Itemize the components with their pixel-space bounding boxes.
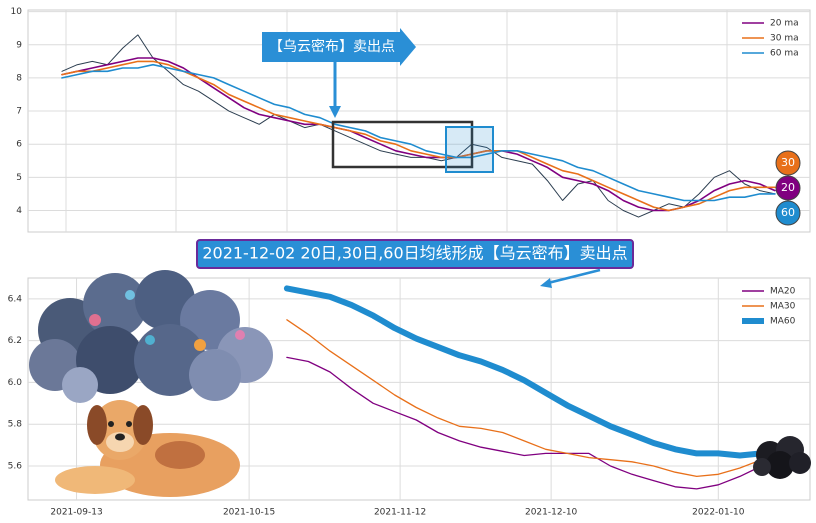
badge-label: 30 [781, 156, 795, 169]
annotation: 【乌云密布】卖出点 [269, 38, 395, 55]
ma-line [61, 57, 776, 212]
x-tick-label: 2021-12-10 [525, 508, 578, 518]
badge-label: 60 [781, 206, 795, 219]
y-tick-label: 4 [16, 206, 22, 216]
legend-label: MA60 [770, 317, 796, 327]
badge [775, 200, 801, 226]
banner [196, 239, 634, 269]
y-tick-label: 7 [16, 107, 22, 117]
cloud-illustration [29, 270, 273, 403]
dark-cloud [753, 436, 811, 479]
x-tick-label: 2021-09-13 [50, 508, 102, 518]
y-tick-label: 8 [16, 73, 22, 83]
x-tick-label: 2021-11-12 [374, 508, 426, 518]
legend-label: 20 ma [770, 19, 799, 29]
ma-line [286, 356, 763, 490]
badge [775, 150, 801, 176]
banner-text: 2021-12-02 20日,30日,60日均线形成【乌云密布】卖出点 [202, 244, 627, 263]
legend-label: MA20 [770, 287, 796, 297]
price-line [61, 34, 776, 218]
y-tick-label: 5.6 [8, 461, 23, 471]
y-tick-label: 10 [11, 7, 23, 17]
y-tick-label: 6.4 [8, 294, 23, 304]
ma-line [286, 319, 763, 478]
arrow-label [262, 28, 416, 66]
badge-label: 20 [781, 181, 795, 194]
y-tick-label: 5 [16, 173, 22, 183]
plot-frame-bottom [27, 277, 811, 501]
x-tick-label: 2022-01-10 [692, 508, 745, 518]
y-tick-label: 5.8 [8, 420, 23, 430]
arrow-head [329, 106, 341, 118]
y-tick-label: 6 [16, 140, 22, 150]
legend-label: 30 ma [770, 34, 799, 44]
legend-label: MA30 [770, 302, 796, 312]
ma-line [61, 60, 776, 212]
y-tick-label: 6.2 [8, 336, 22, 346]
ma-line [61, 63, 776, 202]
ma-line [283, 285, 765, 459]
highlight-box [331, 120, 474, 169]
y-tick-label: 6.0 [8, 378, 23, 388]
dog-illustration [55, 400, 240, 497]
data-layer [61, 34, 776, 490]
x-tick-label: 2021-10-15 [223, 508, 275, 518]
plot-frame-top [27, 9, 811, 233]
badge [775, 175, 801, 201]
highlight-box [445, 126, 494, 173]
arrow [547, 268, 601, 285]
y-tick-label: 9 [16, 40, 22, 50]
arrow-head [540, 278, 552, 288]
legend-label: 60 ma [770, 49, 799, 59]
